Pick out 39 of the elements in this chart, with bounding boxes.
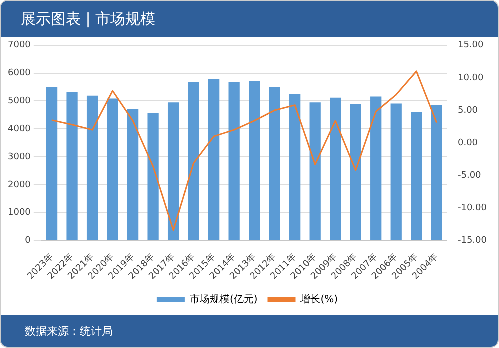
y-tick-label: 3000 — [8, 152, 32, 162]
source-note: 数据来源：统计局 — [25, 324, 113, 338]
chart-title: 展示图表 | 市场规模 — [1, 1, 498, 37]
bar — [350, 104, 362, 240]
y2-tick-label: 15.00 — [458, 40, 484, 51]
y-tick-label: 6000 — [8, 68, 32, 79]
bar — [310, 102, 321, 240]
bar — [249, 81, 260, 240]
y2-tick-label: -5.00 — [458, 171, 482, 182]
bar — [370, 96, 382, 240]
bar — [390, 104, 402, 240]
y2-tick-label: 5.00 — [458, 106, 478, 116]
y2-tick-label: 10.00 — [458, 73, 484, 84]
bar — [46, 87, 58, 240]
bar — [66, 92, 78, 240]
bar — [127, 109, 139, 240]
y2-tick-label: 0.00 — [458, 138, 478, 148]
bar — [411, 112, 422, 240]
bar — [330, 98, 342, 240]
bar — [290, 94, 301, 240]
y-tick-label: 5000 — [8, 96, 32, 107]
bar — [269, 87, 280, 240]
y-tick-label: 2000 — [8, 180, 32, 190]
y-tick-label: 0 — [25, 236, 32, 246]
legend-label: 增长(%) — [300, 294, 338, 306]
y-tick-label: 4000 — [8, 124, 32, 134]
bar — [188, 82, 200, 240]
legend-label: 市场规模(亿元) — [190, 294, 258, 306]
bar — [107, 98, 118, 240]
bar — [431, 105, 442, 240]
y2-tick-label: -10.00 — [458, 204, 488, 214]
y-tick-label: 1000 — [8, 208, 32, 218]
y2-tick-label: -15.00 — [458, 236, 488, 246]
bar — [86, 96, 98, 240]
bar — [208, 79, 220, 240]
bar — [168, 102, 180, 240]
bar — [228, 82, 240, 240]
bar — [148, 114, 159, 240]
y-tick-label: 7000 — [8, 40, 32, 51]
